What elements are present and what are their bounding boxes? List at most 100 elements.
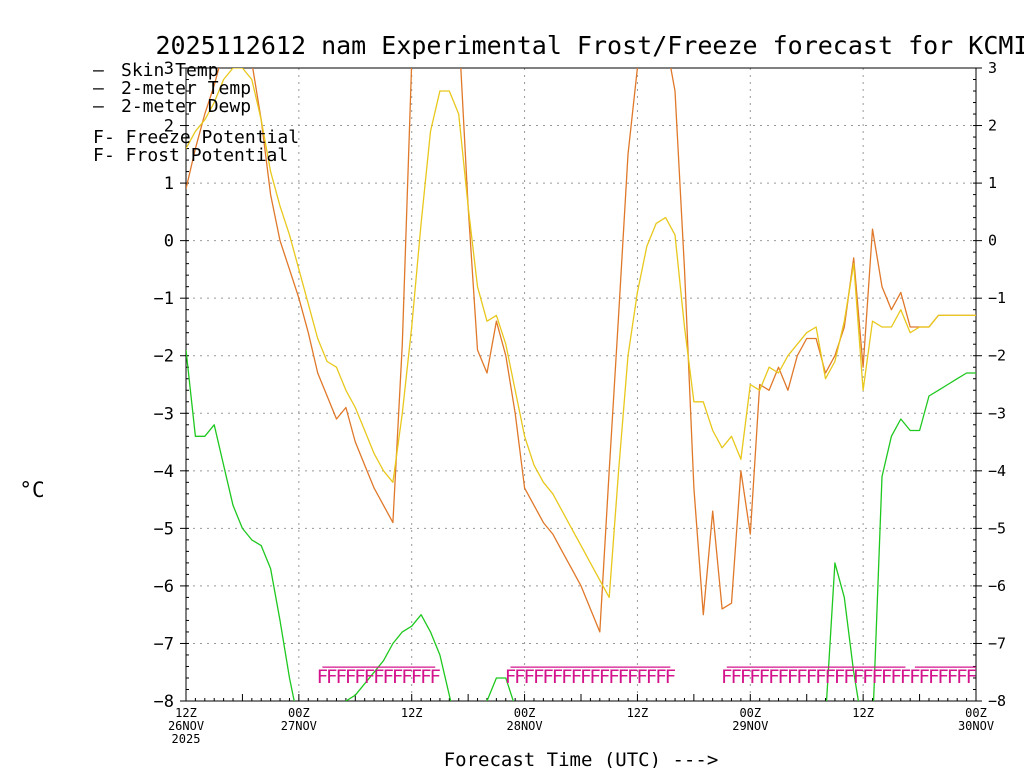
plot-frame xyxy=(185,67,977,702)
x-tick-label: 27NOV xyxy=(281,719,317,733)
x-tick-label: 12Z xyxy=(401,706,423,720)
y-tick-label-left: −2 xyxy=(154,347,174,367)
x-tick-label: 30NOV xyxy=(958,719,994,733)
y-tick-label-left: 3 xyxy=(164,59,174,79)
y-tick-label-right: −4 xyxy=(988,462,1006,480)
freeze-potential-marker: F xyxy=(768,666,779,688)
y-tick-label-right: −6 xyxy=(988,577,1006,595)
freeze-potential-marker: F xyxy=(872,666,883,688)
freeze-potential-marker: F xyxy=(514,666,525,688)
freeze-potential-marker: F xyxy=(533,666,544,688)
freeze-potential-marker: F xyxy=(429,666,440,688)
x-tick-label: 12Z xyxy=(175,706,197,720)
y-axis-label: °C xyxy=(19,478,44,502)
freeze-potential-marker: F xyxy=(740,666,751,688)
freeze-potential-marker: F xyxy=(843,666,854,688)
freeze-potential-marker: F xyxy=(561,666,572,688)
y-tick-label-right: 3 xyxy=(988,59,997,77)
freeze-potential-marker: F xyxy=(721,666,732,688)
freeze-potential-marker: F xyxy=(599,666,610,688)
freeze-potential-marker: F xyxy=(354,666,365,688)
y-axis-left: −8 −7 −6 −5 −4 −3 −2 −1 0 1 2 3 xyxy=(154,59,189,712)
freeze-potential-marker: F xyxy=(317,666,328,688)
legend: — Skin Temp — 2-meter Temp — 2-meter Dewp F - … xyxy=(93,60,299,166)
series-line-2-meter-temp xyxy=(186,68,976,599)
freeze-potential-marker: F xyxy=(806,666,817,688)
y-tick-label-right: −3 xyxy=(988,404,1006,422)
freeze-potential-marker: F xyxy=(420,666,431,688)
x-tick-label: 00Z xyxy=(739,706,761,720)
freeze-potential-marker: F xyxy=(890,666,901,688)
freeze-potential-marker: F xyxy=(411,666,422,688)
y-tick-label-left: −7 xyxy=(154,634,174,654)
freeze-potential-marker: F xyxy=(937,666,948,688)
series-line-2-meter-dewp xyxy=(186,349,976,701)
freeze-potential-marker: F xyxy=(655,666,666,688)
series-group xyxy=(186,68,976,701)
y-tick-label-left: 1 xyxy=(164,174,174,194)
freeze-potential-marker: F xyxy=(326,666,337,688)
freeze-potential-marker: F xyxy=(589,666,600,688)
freeze-potential-marker: F xyxy=(542,666,553,688)
freeze-potential-marker: F xyxy=(646,666,657,688)
legend-label: 2-meter Temp xyxy=(121,78,251,99)
y-tick-label-right: 2 xyxy=(988,117,997,135)
x-tick-label: 00Z xyxy=(288,706,310,720)
y-tick-label-right: 1 xyxy=(988,174,997,192)
freeze-potential-marker: F xyxy=(862,666,873,688)
y-axis-right: −8 −7 −6 −5 −4 −3 −2 −1 0 1 2 3 xyxy=(973,59,1006,710)
y-tick-label-left: −6 xyxy=(154,577,174,597)
freeze-potential-marker: F xyxy=(853,666,864,688)
x-tick-label: 00Z xyxy=(965,706,987,720)
y-tick-label-left: −3 xyxy=(154,404,174,424)
chart-title: 2025112612 nam Experimental Frost/Freeze… xyxy=(156,31,1024,60)
x-tick-label: 12Z xyxy=(627,706,649,720)
freeze-potential-marker: F xyxy=(900,666,911,688)
y-tick-label-right: −8 xyxy=(988,692,1006,710)
y-tick-label-left: −4 xyxy=(154,462,174,482)
y-tick-label-left: −8 xyxy=(154,692,174,712)
x-tick-label: 28NOV xyxy=(507,719,543,733)
legend-swatch: — xyxy=(93,78,104,99)
freeze-potential-marker: F xyxy=(392,666,403,688)
legend-symbol: F xyxy=(93,145,104,166)
freeze-potential-marker: F xyxy=(730,666,741,688)
freeze-potential-marker: F xyxy=(373,666,384,688)
freeze-potential-marker: F xyxy=(580,666,591,688)
legend-label: - Freeze Potential xyxy=(104,127,299,148)
freeze-potential-marker: F xyxy=(815,666,826,688)
freeze-potential-marker: F xyxy=(618,666,629,688)
x-tick-label: 00Z xyxy=(514,706,536,720)
freeze-potential-marker: F xyxy=(364,666,375,688)
freeze-potential-marker: F xyxy=(881,666,892,688)
freeze-potential-marker: F xyxy=(919,666,930,688)
x-tick-label: 29NOV xyxy=(732,719,768,733)
y-tick-label-left: −1 xyxy=(154,289,174,309)
freeze-potential-marker: F xyxy=(665,666,676,688)
freeze-potential-marker: F xyxy=(335,666,346,688)
freeze-potential-marker: F xyxy=(956,666,967,688)
freeze-potential-marker: F xyxy=(909,666,920,688)
freeze-potential-marker: F xyxy=(928,666,939,688)
y-tick-label-left: 2 xyxy=(164,117,174,137)
freeze-potential-marker: F xyxy=(345,666,356,688)
y-tick-label-right: 0 xyxy=(988,232,997,250)
legend-label: - Frost Potential xyxy=(104,145,288,166)
legend-swatch: — xyxy=(93,96,104,117)
y-tick-label-left: −5 xyxy=(154,519,174,539)
legend-label: 2-meter Dewp xyxy=(121,96,251,117)
freeze-potential-marker: F xyxy=(749,666,760,688)
freeze-potential-marker: F xyxy=(571,666,582,688)
series-line-skin-temp xyxy=(186,68,976,633)
y-tick-label-right: −7 xyxy=(988,634,1006,652)
y-tick-label-right: −2 xyxy=(988,347,1006,365)
x-tick-label: 2025 xyxy=(172,732,201,746)
freeze-potential-marker: F xyxy=(524,666,535,688)
freeze-potential-marker: F xyxy=(608,666,619,688)
freeze-potential-marker: F xyxy=(824,666,835,688)
freeze-potential-marker: F xyxy=(947,666,958,688)
freeze-potential-marker: F xyxy=(552,666,563,688)
